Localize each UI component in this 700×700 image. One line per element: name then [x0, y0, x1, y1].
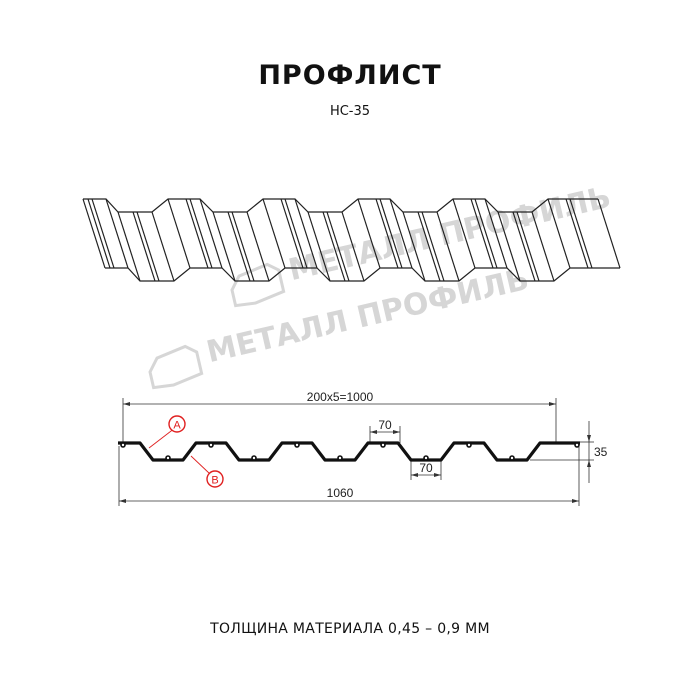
callout-b-label: B: [211, 475, 218, 487]
sheet-fold-line: [357, 198, 381, 269]
sheet-fold-line: [294, 198, 318, 269]
stiffener-rib: [165, 455, 171, 461]
sheet-top-edge: [83, 198, 598, 213]
callout-a-label: A: [173, 420, 181, 432]
sheet-bottom-edge: [105, 267, 620, 282]
stiffener-rib: [294, 442, 300, 448]
sheet-fold-line: [547, 198, 571, 269]
stiffener-rib: [423, 455, 429, 461]
sheet-fold-line: [402, 211, 426, 282]
dim-ridge-label: 70: [378, 418, 392, 432]
sheet-rib-line: [189, 198, 213, 269]
sheet-rib-line: [474, 198, 498, 269]
sheet-rib-line: [421, 211, 445, 282]
watermark-logo-icon: [230, 262, 286, 308]
dim-total-label: 1060: [327, 486, 354, 500]
sheet-fold-line: [389, 198, 413, 269]
sheet-fold-line: [151, 211, 175, 282]
sheet-fold-line: [341, 211, 365, 282]
sheet-fold-line: [212, 211, 236, 282]
sheet-rib-line: [379, 198, 403, 269]
sheet-rib-line: [516, 211, 540, 282]
sheet-fold-line: [262, 198, 286, 269]
sheet-fold-line: [82, 198, 106, 269]
callout-a: A: [148, 415, 186, 449]
sheet-fold-line: [597, 198, 621, 269]
sheet-rib-line: [565, 198, 589, 269]
profile-stiffeners: [120, 442, 580, 461]
sheet-fold-line: [105, 198, 129, 269]
sheet-fold-line: [531, 211, 555, 282]
sheet-rib-line: [185, 198, 209, 269]
sheet-rib-line: [136, 211, 160, 282]
sheet-fold-line: [117, 211, 141, 282]
stiffener-rib: [509, 455, 515, 461]
sheet-fold-line: [497, 211, 521, 282]
sheet-fold-line: [167, 198, 191, 269]
model-subtitle: НС-35: [329, 104, 371, 119]
sheet-rib-line: [322, 211, 346, 282]
sheet-rib-line: [231, 211, 255, 282]
sheet-fold-line: [199, 198, 223, 269]
dim-pitch-label: 200x5=1000: [307, 390, 374, 404]
stiffener-rib: [251, 455, 257, 461]
sheet-rib-line: [284, 198, 308, 269]
sheet-fold-line: [436, 211, 460, 282]
sheet-fold-line: [246, 211, 270, 282]
sheet-rib-line: [512, 211, 536, 282]
dim-height-label: 35: [594, 445, 608, 459]
material-thickness: ТОЛЩИНА МАТЕРИАЛА 0,45 – 0,9 ММ: [210, 621, 490, 637]
sheet-rib-line: [470, 198, 494, 269]
stiffener-rib: [380, 442, 386, 448]
page-title: ПРОФЛИСТ: [258, 60, 442, 91]
sheet-rib-line: [569, 198, 593, 269]
sheet-rib-line: [227, 211, 251, 282]
stiffener-rib: [574, 442, 580, 448]
stiffener-rib: [120, 442, 126, 448]
sheet-fold-line: [307, 211, 331, 282]
sheet-fold-line: [484, 198, 508, 269]
sheet-fold-line: [452, 198, 476, 269]
sheet-rib-line: [132, 211, 156, 282]
sheet-rib-line: [375, 198, 399, 269]
stiffener-rib: [208, 442, 214, 448]
sheet-rib-line: [326, 211, 350, 282]
stiffener-rib: [337, 455, 343, 461]
sheet-rib-line: [280, 198, 304, 269]
sheet-rib-line: [417, 211, 441, 282]
sheet-3d-view: [82, 198, 621, 282]
stiffener-rib: [466, 442, 472, 448]
profile-section: 200x5=1000 70 70 35 1060 A B: [118, 390, 608, 506]
dim-trough-label: 70: [419, 461, 433, 475]
callout-b: B: [190, 455, 224, 488]
sheet-rib-line: [91, 198, 115, 269]
watermark-logo-icon: [148, 344, 204, 390]
sheet-rib-line: [87, 198, 111, 269]
